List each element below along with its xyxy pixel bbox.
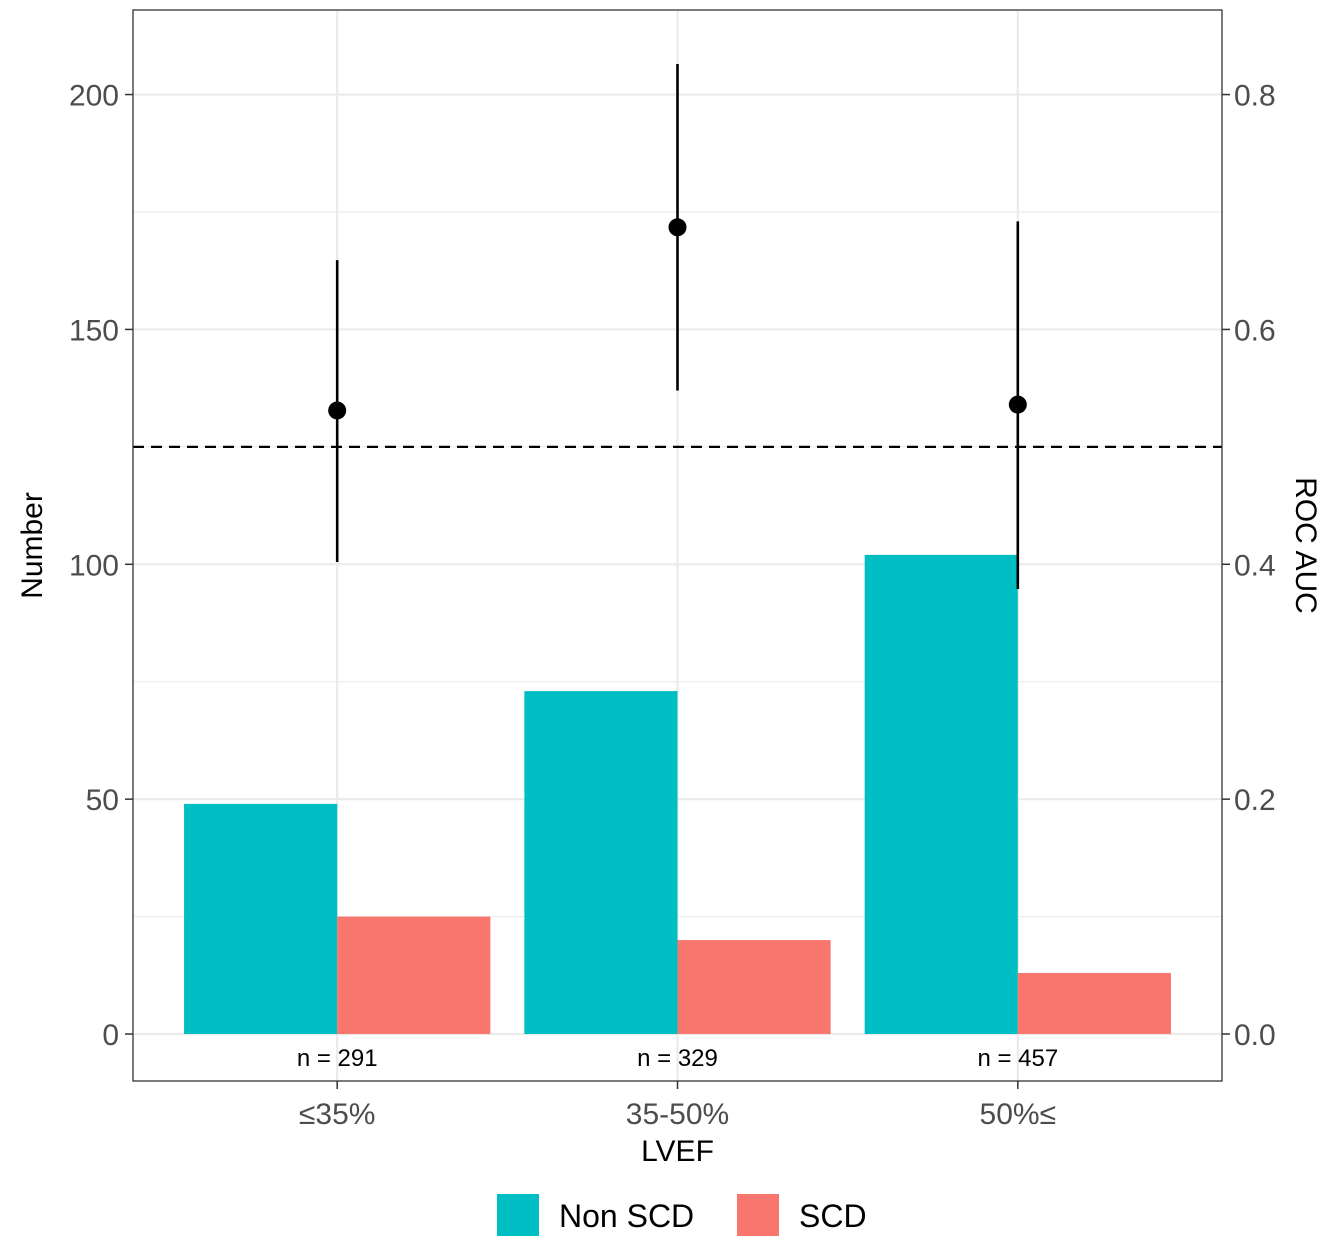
n-label: n = 457 [977, 1045, 1058, 1072]
y-axis-title: Number [16, 492, 49, 599]
y-tick-label: 0 [102, 1019, 119, 1052]
y-right-tick-label: 0.4 [1234, 549, 1276, 582]
auc-point [328, 401, 347, 420]
y-tick-label: 200 [69, 80, 119, 113]
bar-scd [677, 940, 831, 1035]
y-tick-label: 150 [69, 314, 119, 347]
legend-key [737, 1194, 779, 1236]
x-tick-label: 35-50% [626, 1098, 729, 1131]
bars [184, 554, 1171, 1035]
auc-points [328, 64, 1027, 589]
bar-scd [1017, 972, 1171, 1035]
legend-label: SCD [799, 1198, 867, 1234]
auc-point [668, 218, 687, 237]
bar-non-scd [184, 803, 338, 1035]
y-right-tick-label: 0.2 [1234, 784, 1276, 817]
legend-key [497, 1194, 539, 1236]
legend-label: Non SCD [559, 1198, 694, 1234]
n-labels: n = 291 n = 329 n = 457 [297, 1045, 1058, 1072]
bar-scd [337, 916, 491, 1035]
y-right-tick-label: 0.6 [1234, 314, 1276, 347]
auc-point [1008, 395, 1027, 414]
axes: 0 50 100 150 200 0.0 0.2 0.4 0.6 0.8 ≤35% 35-50% 50%… [69, 80, 1276, 1131]
y-right-tick-label: 0.0 [1234, 1019, 1276, 1052]
y-axis-right-title: ROC AUC [1289, 477, 1322, 614]
n-label: n = 329 [637, 1045, 718, 1072]
legend: Non SCD SCD [497, 1194, 867, 1236]
x-tick-label: ≤35% [299, 1098, 376, 1131]
x-tick-label: 50%≤ [980, 1098, 1057, 1131]
y-tick-label: 50 [86, 784, 119, 817]
n-label: n = 291 [297, 1045, 378, 1072]
y-tick-label: 100 [69, 549, 119, 582]
bar-non-scd [524, 691, 678, 1035]
y-right-tick-label: 0.8 [1234, 80, 1276, 113]
x-axis-title: LVEF [641, 1135, 714, 1168]
bar-non-scd [864, 554, 1018, 1035]
